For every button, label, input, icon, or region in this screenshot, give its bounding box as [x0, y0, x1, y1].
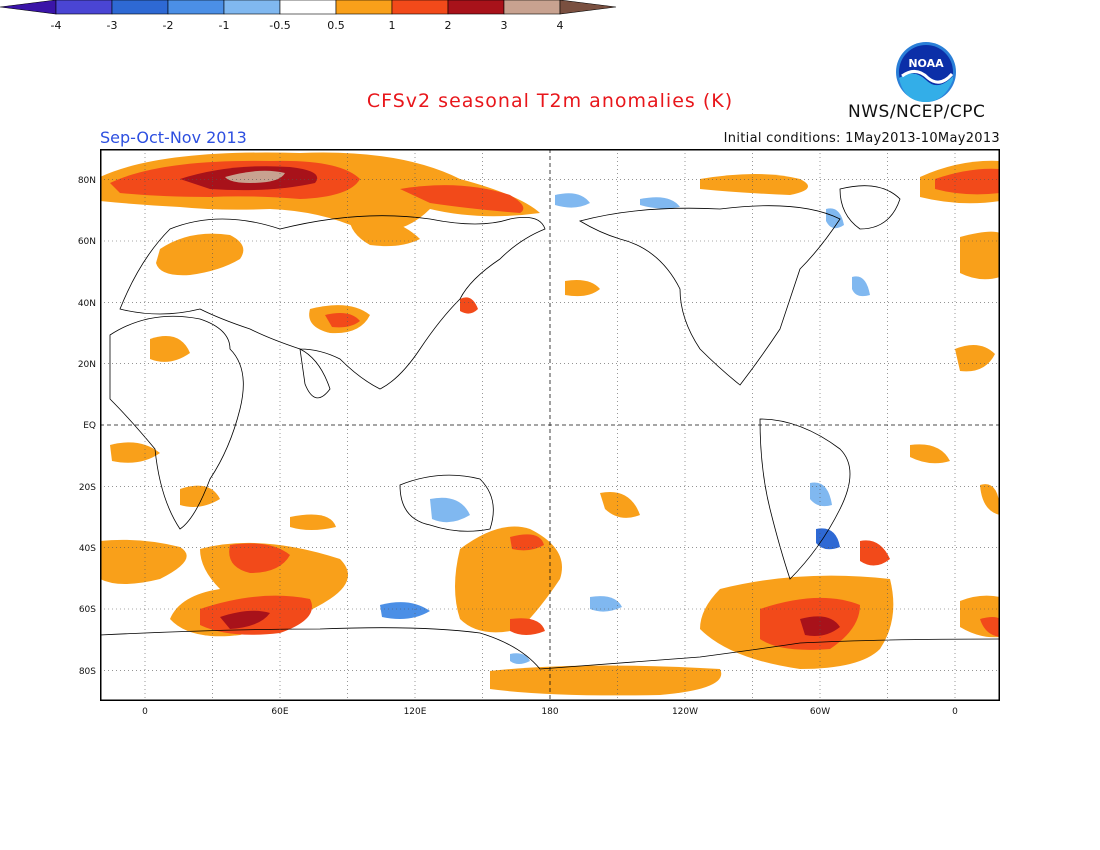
lat-label: 40N: [78, 299, 96, 309]
colorbar-cell: [167, 0, 225, 15]
noaa-logo: NOAA: [896, 42, 956, 102]
colorbar-labels: -4 -3 -2 -1 -0.5 0.5 1 2 3 4: [51, 19, 564, 32]
lon-label: 60E: [271, 707, 288, 717]
lat-label: 80S: [79, 667, 96, 677]
reference-lines: [100, 149, 1000, 701]
lon-label: 120E: [404, 707, 427, 717]
map-frame: [100, 149, 1000, 701]
coastlines: [100, 185, 1000, 670]
anomaly-map: [100, 149, 1000, 701]
lat-label: EQ: [83, 421, 96, 431]
colorbar-cell: [0, 0, 57, 15]
lat-label: 80N: [78, 176, 96, 186]
latitude-axis: 80N 60N 40N 20N EQ 20S 40S 60S 80S: [78, 176, 96, 677]
initial-conditions-label: Initial conditions: 1May2013-10May2013: [723, 131, 1000, 146]
colorbar-cell: [111, 0, 169, 15]
chart-title: CFSv2 seasonal T2m anomalies (K): [366, 90, 734, 112]
agency-label: NWS/NCEP/CPC: [848, 102, 986, 122]
lon-label: 0: [142, 707, 148, 717]
lon-label: 180: [541, 707, 558, 717]
colorbar-cell: [335, 0, 393, 15]
colorbar-cell: [447, 0, 505, 15]
colorbar-label: 2: [445, 19, 452, 32]
colorbar-cell: [279, 0, 337, 15]
colorbar-label: 4: [557, 19, 564, 32]
colorbar-label: 1: [389, 19, 396, 32]
lat-label: 20S: [79, 483, 96, 493]
colorbar-label: 3: [501, 19, 508, 32]
colorbar-cell: [223, 0, 281, 15]
lon-label: 0: [952, 707, 958, 717]
anomaly-fills: [100, 152, 1000, 696]
colorbar-cell: [55, 0, 113, 15]
logo-text: NOAA: [908, 57, 944, 70]
lat-label: 20N: [78, 360, 96, 370]
colorbar-cell: [559, 0, 617, 15]
longitude-axis: 0 60E 120E 180 120W 60W 0: [142, 707, 958, 717]
colorbar-cell: [503, 0, 561, 15]
color-legend: -4 -3 -2 -1 -0.5 0.5 1 2 3 4: [0, 0, 617, 32]
colorbar-label: -0.5: [269, 19, 290, 32]
lat-label: 60S: [79, 605, 96, 615]
lon-label: 60W: [810, 707, 830, 717]
lat-label: 40S: [79, 544, 96, 554]
season-label: Sep-Oct-Nov 2013: [100, 128, 247, 147]
colorbar-label: 0.5: [327, 19, 345, 32]
colorbar-label: -2: [163, 19, 174, 32]
colorbar-cell: [391, 0, 449, 15]
lon-label: 120W: [672, 707, 698, 717]
colorbar-label: -3: [107, 19, 118, 32]
colorbar-cells: [0, 0, 617, 15]
lat-label: 60N: [78, 237, 96, 247]
colorbar-label: -1: [219, 19, 230, 32]
colorbar-label: -4: [51, 19, 62, 32]
